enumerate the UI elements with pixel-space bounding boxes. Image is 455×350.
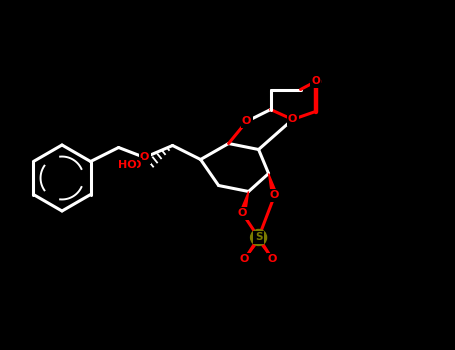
Polygon shape [268, 174, 278, 196]
Text: O: O [242, 117, 251, 126]
Text: O: O [240, 254, 249, 265]
Text: O: O [268, 254, 277, 265]
Text: O: O [238, 209, 247, 218]
Text: O: O [270, 190, 279, 201]
Circle shape [311, 77, 321, 86]
Circle shape [251, 230, 267, 245]
Polygon shape [240, 191, 248, 214]
Text: O: O [288, 114, 297, 125]
Text: O: O [140, 153, 149, 162]
Text: O: O [311, 77, 320, 86]
Text: O: O [131, 160, 141, 169]
Text: HO: HO [118, 160, 136, 169]
Text: S: S [255, 232, 263, 243]
